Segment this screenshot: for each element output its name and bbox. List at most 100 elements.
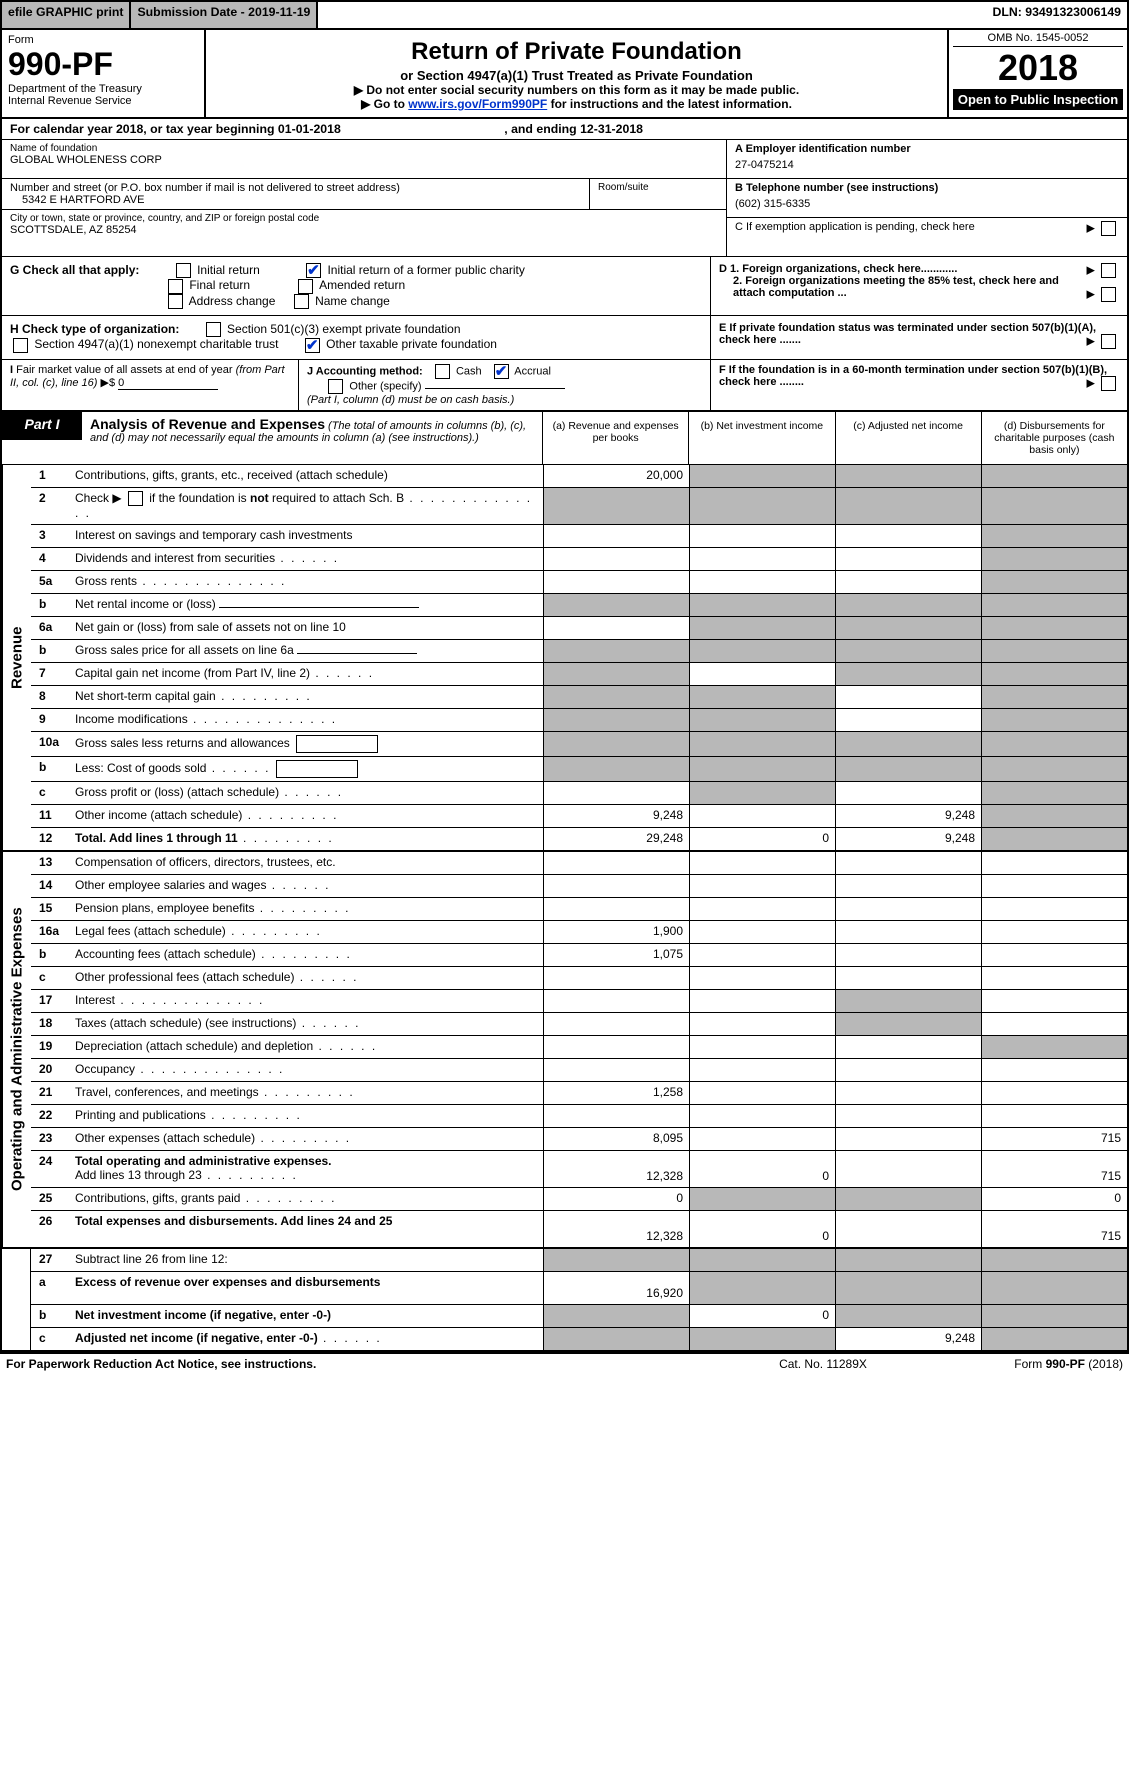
r11-d (981, 805, 1127, 827)
r2-d (981, 488, 1127, 524)
r15-b (689, 898, 835, 920)
r5a-d (981, 571, 1127, 593)
efile-button[interactable]: efile GRAPHIC print (2, 2, 131, 28)
row-14: 14 Other employee salaries and wages (31, 875, 1127, 898)
r16b-d (981, 944, 1127, 966)
r18-a (543, 1013, 689, 1035)
r27c-dots (318, 1331, 382, 1345)
initial-label: Initial return (197, 263, 260, 277)
final-checkbox[interactable] (168, 279, 183, 294)
r5b-b (689, 594, 835, 616)
r2-post: if the foundation is not required to att… (149, 491, 404, 505)
r20-txt: Occupancy (73, 1059, 543, 1081)
r24-t: Total operating and administrative expen… (75, 1154, 332, 1168)
r10c-c (835, 782, 981, 804)
row-27c: c Adjusted net income (if negative, ente… (31, 1328, 1127, 1350)
r16c-dots (294, 970, 358, 984)
d2-checkbox[interactable] (1101, 287, 1116, 302)
cash-checkbox[interactable] (435, 364, 450, 379)
amended-checkbox[interactable] (298, 279, 313, 294)
r18-dots (296, 1016, 360, 1030)
r12-d (981, 828, 1127, 850)
r21-d (981, 1082, 1127, 1104)
r27b-t: Net investment income (if negative, ente… (75, 1308, 331, 1322)
r25-dots (240, 1191, 336, 1205)
initial-former-checkbox[interactable] (306, 263, 321, 278)
ein-value: 27-0475214 (735, 155, 1119, 171)
schb-checkbox[interactable] (128, 491, 143, 506)
r8-c (835, 686, 981, 708)
row-11: 11 Other income (attach schedule) 9,248 … (31, 805, 1127, 828)
r27a-a: 16,920 (543, 1272, 689, 1304)
row-19: 19 Depreciation (attach schedule) and de… (31, 1036, 1127, 1059)
f-checkbox[interactable] (1101, 376, 1116, 391)
r27c-t: Adjusted net income (if negative, enter … (75, 1331, 318, 1345)
cal-end: 12-31-2018 (580, 122, 643, 136)
r7-txt: Capital gain net income (from Part IV, l… (73, 663, 543, 685)
r10b-box (276, 760, 358, 778)
r20-c (835, 1059, 981, 1081)
namechg-checkbox[interactable] (294, 294, 309, 309)
r15-txt: Pension plans, employee benefits (73, 898, 543, 920)
r22-d (981, 1105, 1127, 1127)
check-g-d: G Check all that apply: Initial return I… (2, 257, 1127, 316)
r6a-num: 6a (31, 617, 73, 639)
r8-a (543, 686, 689, 708)
r16c-b (689, 967, 835, 989)
r24-b: 0 (689, 1151, 835, 1187)
r24-txt: Total operating and administrative expen… (73, 1151, 543, 1187)
row-12: 12 Total. Add lines 1 through 11 29,248 … (31, 828, 1127, 850)
r16a-num: 16a (31, 921, 73, 943)
row-27: 27 Subtract line 26 from line 12: (31, 1249, 1127, 1272)
r8-txt: Net short-term capital gain (73, 686, 543, 708)
row-24: 24 Total operating and administrative ex… (31, 1151, 1127, 1188)
r23-txt: Other expenses (attach schedule) (73, 1128, 543, 1150)
entity-block: Name of foundation GLOBAL WHOLENESS CORP… (2, 140, 1127, 257)
r23-dots (255, 1131, 351, 1145)
phone-value: (602) 315-6335 (735, 194, 1119, 210)
r27b-d (981, 1305, 1127, 1327)
r27c-num: c (31, 1328, 73, 1350)
r9-num: 9 (31, 709, 73, 731)
r16b-dots (256, 947, 352, 961)
line27-section: 27 Subtract line 26 from line 12: a Exce… (2, 1249, 1127, 1352)
accrual-checkbox[interactable] (494, 364, 509, 379)
cal-pre: For calendar year 2018, or tax year begi… (10, 122, 278, 136)
pending-checkbox[interactable] (1101, 221, 1116, 236)
r19-b (689, 1036, 835, 1058)
r22-dots (206, 1108, 302, 1122)
city-value: SCOTTSDALE, AZ 85254 (10, 224, 718, 236)
r15-a (543, 898, 689, 920)
r21-num: 21 (31, 1082, 73, 1104)
r1-num: 1 (31, 465, 73, 487)
r25-a: 0 (543, 1188, 689, 1210)
h3-checkbox[interactable] (305, 338, 320, 353)
r10a-t: Gross sales less returns and allowances (75, 736, 290, 750)
r10c-txt: Gross profit or (loss) (attach schedule) (73, 782, 543, 804)
d1-checkbox[interactable] (1101, 263, 1116, 278)
h1-checkbox[interactable] (206, 322, 221, 337)
address-checkbox[interactable] (168, 294, 183, 309)
e-checkbox[interactable] (1101, 334, 1116, 349)
r19-t: Depreciation (attach schedule) and deple… (75, 1039, 313, 1053)
r1-c (835, 465, 981, 487)
header-center: Return of Private Foundation or Section … (206, 30, 947, 117)
r23-b (689, 1128, 835, 1150)
initial-former-label: Initial return of a former public charit… (327, 263, 524, 277)
r26-num: 26 (31, 1211, 73, 1247)
open-inspection: Open to Public Inspection (953, 89, 1123, 110)
initial-checkbox[interactable] (176, 263, 191, 278)
name-label: Name of foundation (10, 143, 718, 154)
r15-num: 15 (31, 898, 73, 920)
irs-link[interactable]: www.irs.gov/Form990PF (408, 97, 547, 111)
h2-checkbox[interactable] (13, 338, 28, 353)
r3-c (835, 525, 981, 547)
expense-section: Operating and Administrative Expenses 13… (2, 852, 1127, 1249)
other-checkbox[interactable] (328, 379, 343, 394)
line27-rows: 27 Subtract line 26 from line 12: a Exce… (31, 1249, 1127, 1350)
r16a-c (835, 921, 981, 943)
r9-c (835, 709, 981, 731)
r27-c (835, 1249, 981, 1271)
cat-no: Cat. No. 11289X (723, 1357, 923, 1371)
r12-dots (238, 831, 334, 845)
